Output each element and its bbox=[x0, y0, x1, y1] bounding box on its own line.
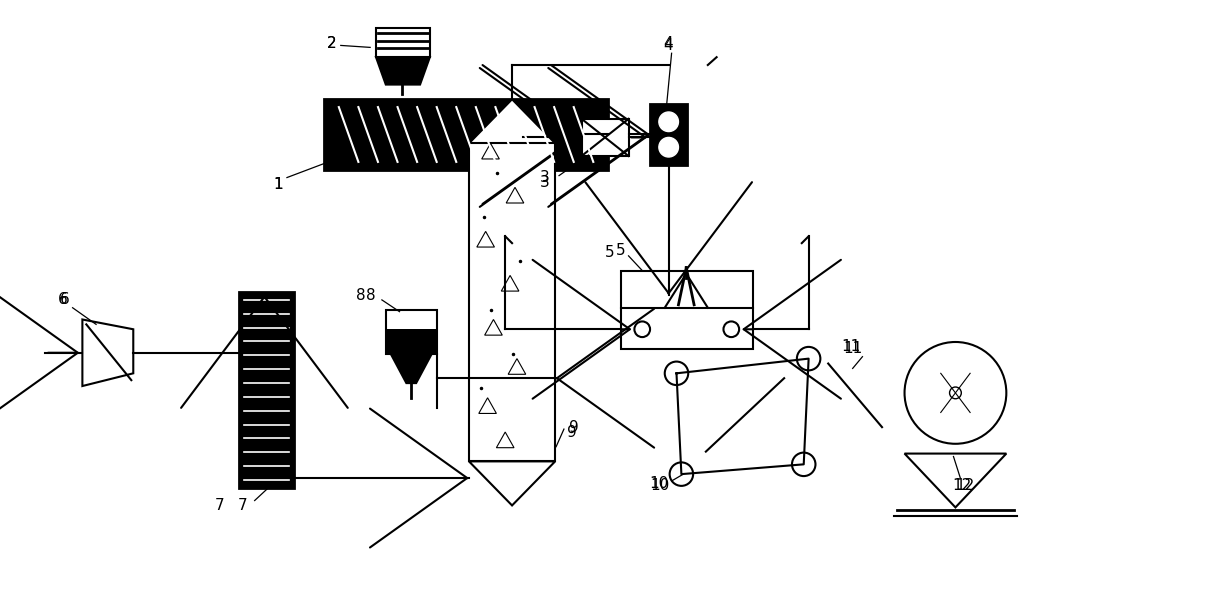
Polygon shape bbox=[479, 398, 497, 414]
Circle shape bbox=[658, 138, 679, 157]
Text: 1: 1 bbox=[274, 177, 283, 192]
Polygon shape bbox=[391, 354, 432, 383]
Circle shape bbox=[724, 322, 739, 337]
Text: 11: 11 bbox=[843, 342, 862, 356]
Polygon shape bbox=[485, 320, 502, 335]
Bar bbox=[239, 292, 294, 488]
Polygon shape bbox=[481, 143, 499, 159]
Bar bbox=[581, 119, 628, 156]
Circle shape bbox=[792, 453, 815, 476]
Circle shape bbox=[904, 342, 1006, 444]
Bar bbox=[650, 104, 687, 165]
Text: 9: 9 bbox=[569, 420, 579, 434]
Bar bbox=[376, 28, 429, 57]
Polygon shape bbox=[507, 187, 523, 203]
Text: 10: 10 bbox=[649, 476, 668, 491]
Polygon shape bbox=[497, 432, 514, 448]
Text: 5: 5 bbox=[605, 245, 615, 261]
Text: 7: 7 bbox=[215, 498, 224, 513]
Polygon shape bbox=[82, 320, 134, 386]
Circle shape bbox=[658, 112, 679, 132]
Text: 8: 8 bbox=[367, 287, 376, 303]
Text: 7: 7 bbox=[238, 498, 247, 513]
Bar bbox=[324, 99, 608, 170]
Circle shape bbox=[949, 387, 961, 399]
Text: 4: 4 bbox=[663, 38, 673, 53]
Text: 9: 9 bbox=[567, 424, 576, 440]
Bar bbox=[386, 310, 437, 354]
Polygon shape bbox=[469, 462, 555, 505]
Bar bbox=[386, 329, 437, 354]
Circle shape bbox=[634, 322, 650, 337]
Text: 2: 2 bbox=[327, 36, 336, 51]
Polygon shape bbox=[502, 275, 519, 291]
Circle shape bbox=[669, 462, 693, 486]
Text: 3: 3 bbox=[539, 175, 549, 190]
Text: 4: 4 bbox=[663, 36, 673, 51]
Polygon shape bbox=[476, 232, 494, 247]
Text: 1: 1 bbox=[274, 177, 283, 192]
Text: 3: 3 bbox=[539, 170, 549, 185]
Text: 12: 12 bbox=[953, 478, 972, 493]
Polygon shape bbox=[376, 57, 429, 85]
Circle shape bbox=[665, 362, 689, 385]
Text: 6: 6 bbox=[58, 293, 68, 307]
Polygon shape bbox=[508, 359, 526, 374]
Polygon shape bbox=[904, 453, 1006, 508]
Bar bbox=[621, 271, 753, 349]
Polygon shape bbox=[469, 99, 555, 143]
Text: 10: 10 bbox=[650, 478, 669, 493]
Text: 6: 6 bbox=[60, 293, 70, 307]
Bar bbox=[469, 143, 555, 462]
Text: 12: 12 bbox=[955, 478, 974, 493]
Text: 8: 8 bbox=[356, 287, 365, 303]
Text: 11: 11 bbox=[841, 339, 860, 355]
Circle shape bbox=[797, 347, 820, 371]
Text: 2: 2 bbox=[327, 36, 336, 51]
Text: 5: 5 bbox=[616, 243, 626, 258]
